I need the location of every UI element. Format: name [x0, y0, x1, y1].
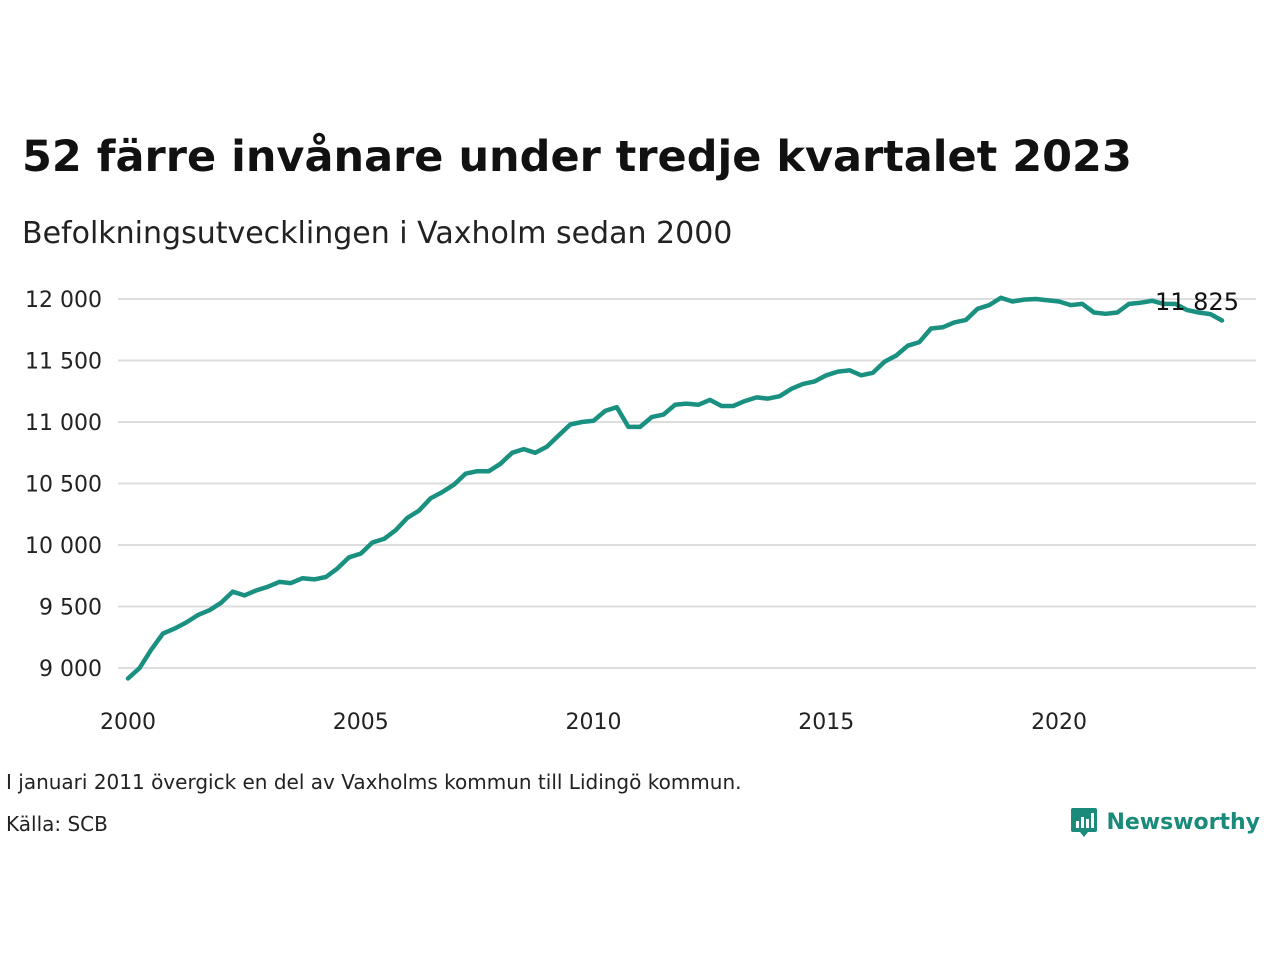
series-line [125, 295, 1225, 681]
x-tick-label: 2020 [1031, 710, 1087, 735]
y-tick-label: 11 500 [25, 350, 102, 375]
y-axis-ticks: 9 000 9 500 10 000 10 500 11 000 11 500 12 000 [25, 288, 102, 682]
y-tick-label: 9 500 [39, 596, 102, 621]
x-tick-label: 2005 [333, 710, 389, 735]
bar-chart-logo-icon [1071, 808, 1098, 837]
chart-title: 52 färre invånare under tredje kvartalet… [22, 132, 1132, 182]
y-tick-label: 10 000 [25, 534, 102, 559]
x-tick-label: 2000 [100, 710, 156, 735]
brand-logo: Newsworthy [1070, 806, 1260, 838]
y-tick-label: 11 000 [25, 411, 102, 436]
footnote: I januari 2011 övergick en del av Vaxhol… [6, 770, 742, 794]
chart-subtitle: Befolkningsutvecklingen i Vaxholm sedan … [22, 216, 733, 251]
brand-name: Newsworthy [1106, 809, 1260, 835]
y-tick-label: 10 500 [25, 473, 102, 498]
y-tick-label: 12 000 [25, 288, 102, 313]
y-tick-label: 9 000 [39, 657, 102, 682]
grid-layer [118, 298, 1256, 669]
x-tick-label: 2015 [798, 710, 854, 735]
x-axis-ticks: 2000 2005 2010 2015 2020 [100, 710, 1087, 735]
x-tick-label: 2010 [566, 710, 622, 735]
source-note: Källa: SCB [6, 812, 108, 836]
end-value-label: 11 825 [1155, 288, 1239, 316]
line-chart: 9 000 9 500 10 000 10 500 11 000 11 500 12 000… [25, 288, 1256, 735]
